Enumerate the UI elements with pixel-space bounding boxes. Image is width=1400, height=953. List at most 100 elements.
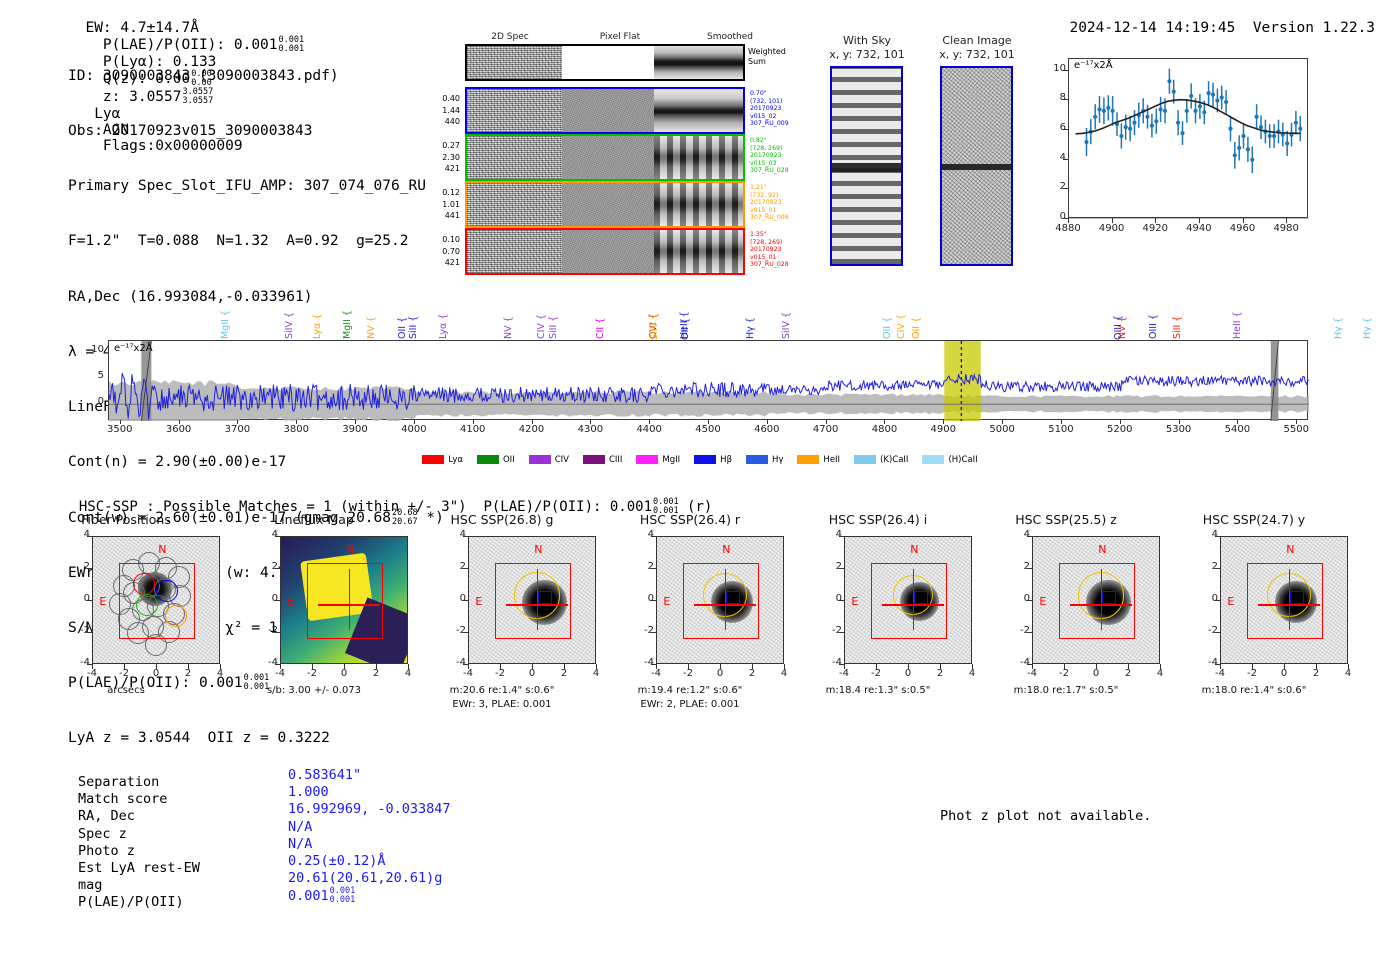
cutout-xtick-mark: [344, 664, 345, 669]
cutout-ytick-mark: [1027, 600, 1032, 601]
cutout-ytick-mark: [275, 536, 280, 537]
clean-image-coords: x, y: 732, 101: [939, 48, 1015, 61]
cutout-ytick-mark: [1215, 600, 1220, 601]
info-params: F=1.2" T=0.088 N=1.32 A=0.92 g=25.2: [68, 233, 409, 250]
cutout-xtick-mark: [752, 664, 753, 669]
cutout-xtick-mark: [908, 664, 909, 669]
cutout-xtick-mark: [532, 664, 533, 669]
cutout-xtick-mark: [376, 664, 377, 669]
spec2d-fiber-tag: 0.82": [750, 137, 767, 144]
crosshair-horizontal: [1258, 604, 1320, 606]
emission-line-label: CIV {: [896, 314, 907, 339]
full-spectrum-xtick-mark: [708, 420, 709, 424]
legend-label: CIII: [608, 455, 623, 465]
cutout-ytick-mark: [839, 568, 844, 569]
match-table-key: RA, Dec: [78, 808, 135, 825]
cutout-ytick-mark: [1215, 568, 1220, 569]
cutout-xtick-mark: [688, 664, 689, 669]
cutout-xtick-mark: [124, 664, 125, 669]
full-spectrum-xtick-mark: [590, 420, 592, 424]
full-spectrum-xtick: 3700: [224, 424, 251, 435]
cutout-xtick-mark: [656, 664, 657, 669]
spec2d-fiber-tag: (732, 92): [750, 191, 779, 199]
cutout-xtick: 4: [780, 668, 788, 679]
cutout-ytick-mark: [1215, 536, 1220, 537]
spec2d-fiber-number: 2.30: [442, 152, 460, 162]
full-spectrum-xtick: 4000: [401, 424, 427, 435]
spec2d-raw-image: [467, 183, 562, 226]
legend-color-swatch: [528, 455, 551, 464]
cutout-xtick: -2: [1059, 668, 1069, 679]
full-spectrum-xtick-mark: [1002, 420, 1004, 424]
cutout-xtick: 0: [716, 668, 724, 679]
cutout-xtick: -4: [651, 668, 661, 679]
legend-color-swatch: [476, 455, 499, 464]
fov-box: [870, 562, 948, 640]
cutout-xtick: -2: [495, 668, 505, 679]
spec2d-fiber-number: 1.44: [442, 105, 460, 115]
cutout-ytick-mark: [839, 632, 844, 633]
cutout-xtick: 4: [592, 668, 600, 679]
hsc-plae-lo: 0.001: [653, 506, 679, 516]
legend-label: CIV: [554, 455, 569, 465]
fiber-circle: [144, 633, 167, 656]
header-plae: P(LAE)/P(OII): 0.001: [102, 37, 278, 53]
cutout-title: HSC SSP(26.4) i: [828, 512, 928, 527]
full-spectrum-xtick: 4200: [518, 424, 545, 435]
legend-item: HeII: [797, 455, 840, 465]
cutout-ytick-mark: [839, 536, 844, 537]
match-table-value: 20.61(20.61,20.61)g: [288, 870, 443, 887]
match-table-key: Separation: [78, 774, 160, 790]
full-spectrum-ytick: 10: [91, 343, 104, 355]
full-spectrum-xtick-mark: [1237, 420, 1239, 424]
cutout-sublabel: s/b: 3.00 +/- 0.073: [266, 685, 362, 696]
match-table-value: 1.000: [288, 784, 329, 801]
cutout-xtick-mark: [972, 664, 973, 669]
cutout-ytick: -4: [644, 657, 654, 668]
spec2d-fiber-tag: 0.70": [750, 90, 767, 97]
cutout-ytick-mark: [275, 600, 280, 601]
cutout-ytick: 0: [835, 593, 842, 604]
info-plae-text: P(LAE)/P(OII): 0.001: [68, 675, 243, 692]
full-spectrum-xtick: 5500: [1283, 424, 1309, 435]
spec2d-fiber-number: 0.40: [442, 94, 460, 103]
cutout-ytick: -2: [644, 625, 654, 636]
cutout-xtick: -4: [839, 668, 849, 679]
cutout-ytick: -2: [456, 625, 466, 636]
spec2d-fiber-row: [465, 228, 745, 275]
crosshair-vertical: [348, 569, 351, 631]
spec2d-smoothed-image: [654, 89, 743, 132]
match-table-key: Photo z: [78, 842, 135, 859]
cutout-ytick-mark: [87, 632, 92, 633]
spec2d-fiber-numbers: 0.12 1.01 441: [422, 187, 460, 222]
emission-line-label: OIII {: [1148, 314, 1159, 339]
spec2d-fiber-tags: 1.35" (728, 269) 20170923 v015_01 307_RU_028: [750, 231, 789, 269]
cutout-ytick-mark: [1027, 664, 1032, 665]
fiber-circle-highlight: [165, 605, 188, 628]
info-plae-lo: 0.001: [243, 682, 270, 693]
cutout-ytick: 0: [459, 593, 466, 604]
spec2d-fiber-number: 0.10: [442, 235, 460, 244]
cutout-xtick: -2: [1247, 668, 1257, 679]
cutout-ytick: 2: [1023, 561, 1030, 572]
spec2d-pixelflat-image: [562, 183, 654, 226]
cutout-ytick-mark: [87, 536, 92, 537]
full-spectrum-ytick: 0: [97, 396, 104, 408]
header-plae-lo: 0.001: [278, 44, 305, 54]
spec2d-smoothed-image: [654, 183, 743, 226]
match-table-key: Est LyA rest-EW: [78, 860, 200, 877]
legend-label: OII: [502, 455, 515, 465]
cutout-xtick-mark: [1252, 664, 1253, 669]
crosshair-horizontal: [694, 604, 756, 606]
info-id: ID: 3090003843 (3090003843.pdf): [68, 67, 339, 84]
cutout-sublabel: m:18.0 re:1.4" s:0.6": [1201, 685, 1307, 696]
full-spectrum-xtick-mark: [1178, 420, 1180, 424]
emission-line-label: SiIV {: [781, 311, 792, 339]
